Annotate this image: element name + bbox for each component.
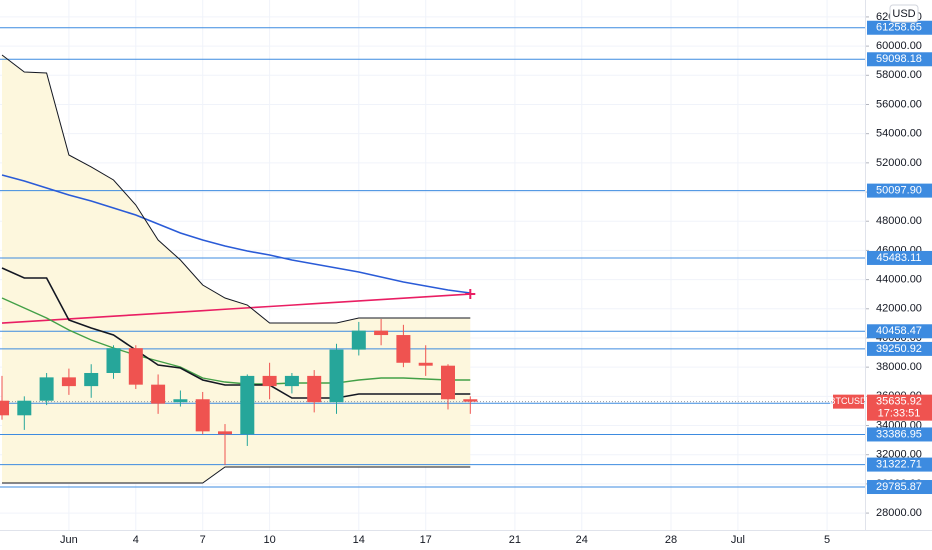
x-tick-label: 5 [824,534,830,546]
last-price-label: 35635.92 [876,396,922,408]
overlay-line [1,54,471,324]
candle-body [374,330,389,336]
x-tick-label: 17 [420,534,432,546]
level-label: 33386.95 [876,428,922,440]
level-label: 61258.65 [876,22,922,34]
y-tick-label: 58000.00 [876,69,922,81]
candle-body [262,375,277,387]
x-tick-label: 4 [133,534,139,546]
level-label-box [867,324,932,339]
level-label-box [867,52,932,67]
overlay-line [1,174,471,294]
level-label-box [867,250,932,265]
candle-body [195,399,210,432]
x-tick-label: 28 [665,534,677,546]
x-tick-label: 21 [509,534,521,546]
candle-body [329,349,344,403]
x-tick-label: 10 [263,534,275,546]
level-label: 31322.71 [876,458,922,470]
level-label: 39250.92 [876,343,922,355]
candle-body [307,375,322,403]
level-label-box [867,341,932,356]
overlay-line [1,267,471,399]
y-tick-label: 60000.00 [876,40,922,52]
candle-body [173,399,188,403]
candle-body [84,372,99,387]
candle-body [396,335,411,363]
level-label-box [867,457,932,472]
cloud [2,54,471,484]
overlay-line [1,297,471,385]
x-tick-label: 24 [576,534,588,546]
level-label-box [867,183,932,198]
candle-body [240,375,255,435]
candle-body [106,348,121,373]
y-tick-label: 28000.00 [876,507,922,519]
candle-body [61,377,76,387]
level-label: 45483.11 [876,252,921,264]
candle-body [463,399,478,402]
countdown: 17:33:51 [878,408,921,420]
level-label: 40458.47 [876,325,922,337]
level-label-box [867,427,932,442]
level-label-box [867,20,932,35]
y-tick-label: 42000.00 [876,303,922,315]
candle-body [0,400,10,416]
overlay-line [2,466,471,484]
currency-button[interactable] [889,4,919,23]
candle-body [284,375,299,387]
candle-body [418,362,433,366]
candle-body [440,365,455,400]
y-tick-label: 48000.00 [876,215,922,227]
x-tick-label: Jun [60,534,78,546]
candle-body [39,377,54,401]
y-tick-label: 38000.00 [876,361,922,373]
symbol: BTCUSD [829,396,867,406]
y-tick-label: 46000.00 [876,244,922,256]
x-tick-label: 7 [200,534,206,546]
candle-body [218,431,233,435]
candle-body [17,400,32,416]
level-label: 29785.87 [876,481,922,493]
overlay-end-cross [465,289,476,300]
level-label-box [867,480,932,495]
y-tick-label: 54000.00 [876,128,922,140]
candle-body [151,384,166,404]
x-tick-label: 14 [353,534,365,546]
currency[interactable]: USD [892,8,915,20]
symbol-box [833,394,864,409]
y-tick-label: 52000.00 [876,157,922,169]
level-label: 59098.18 [876,53,922,65]
last-price-box [867,394,932,421]
level-label: 50097.90 [876,185,922,197]
candle-body [128,348,143,385]
overlay-line [1,293,471,324]
y-tick-label: 44000.00 [876,273,922,285]
y-tick-label: 56000.00 [876,98,922,110]
x-tick-label: Jul [731,534,745,546]
candle-body [351,330,366,350]
